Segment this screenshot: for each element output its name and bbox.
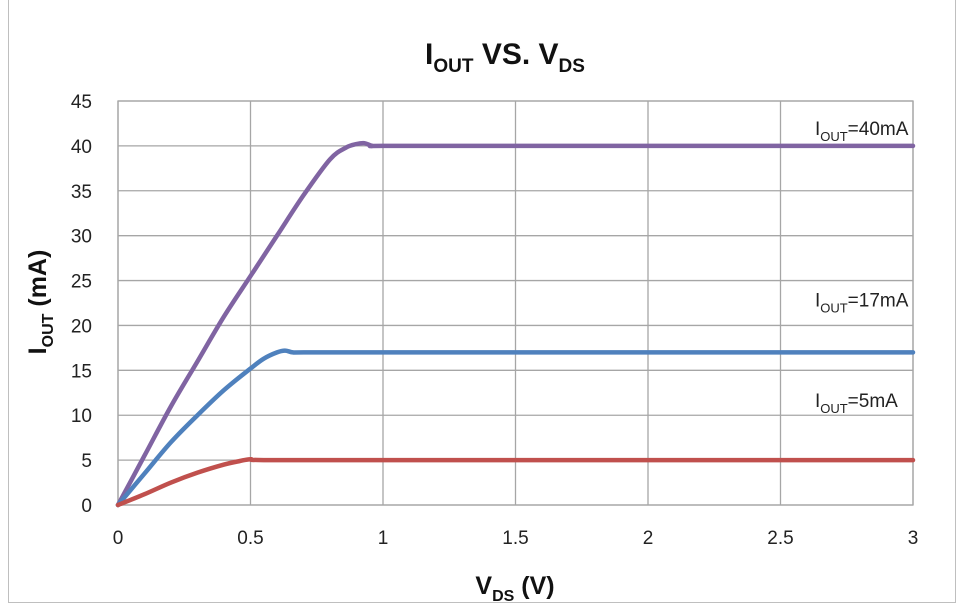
series-line-0	[115, 140, 916, 508]
y-tick-label: 45	[71, 92, 92, 113]
annotation-label: IOUT=17mA	[815, 291, 909, 316]
chart-frame	[8, 0, 956, 603]
y-axis-title: IOUT (mA)	[24, 250, 57, 355]
chart-title: IOUT VS. VDS	[425, 38, 585, 77]
series-layer	[115, 140, 916, 508]
annotation-label: IOUT=5mA	[815, 391, 898, 416]
y-tick-label: 30	[71, 227, 92, 248]
x-tick-label: 0.5	[237, 528, 263, 549]
x-tick-label: 1	[378, 528, 389, 549]
x-tick-label: 0	[113, 528, 124, 549]
x-axis-title-sub: DS	[492, 588, 515, 605]
annotations: IOUT=40mA IOUT=17mA IOUT=5mA	[815, 119, 909, 416]
y-tick-label: 0	[81, 496, 92, 517]
series-line-1	[115, 348, 916, 508]
y-tick-label: 20	[71, 316, 92, 337]
y-tick-label: 5	[81, 451, 92, 472]
y-axis-title-rest: (mA)	[24, 250, 52, 314]
x-tick-label: 2.5	[767, 528, 793, 549]
chart-title-sub2: DS	[559, 56, 585, 77]
y-tick-label: 10	[71, 406, 92, 427]
y-tick-label: 35	[71, 182, 92, 203]
chart-title-main: I	[425, 38, 433, 71]
y-axis-title-main: I	[24, 347, 52, 354]
x-tick-label: 2	[643, 528, 654, 549]
x-tick-labels: 0 0.5 1 1.5 2 2.5 3	[113, 528, 919, 549]
plot-area	[117, 100, 914, 506]
y-tick-labels: 0 5 10 15 20 25 30 35 40 45	[71, 92, 92, 517]
chart-title-sub: OUT	[433, 56, 474, 77]
x-tick-label: 1.5	[502, 528, 528, 549]
chart-title-mid: VS. V	[474, 38, 559, 71]
x-axis-title-rest: (V)	[514, 572, 554, 600]
y-tick-label: 15	[71, 361, 92, 382]
x-axis-title: VDS (V)	[475, 572, 554, 605]
annotation-label: IOUT=40mA	[815, 119, 909, 144]
series-line-2	[115, 456, 916, 508]
x-axis-title-main: V	[475, 572, 492, 600]
grid	[117, 100, 914, 506]
y-axis-title-sub: OUT	[40, 313, 57, 347]
y-tick-label: 25	[71, 272, 92, 293]
plot-area-border	[117, 100, 914, 506]
y-tick-label: 40	[71, 137, 92, 158]
x-tick-label: 3	[908, 528, 919, 549]
